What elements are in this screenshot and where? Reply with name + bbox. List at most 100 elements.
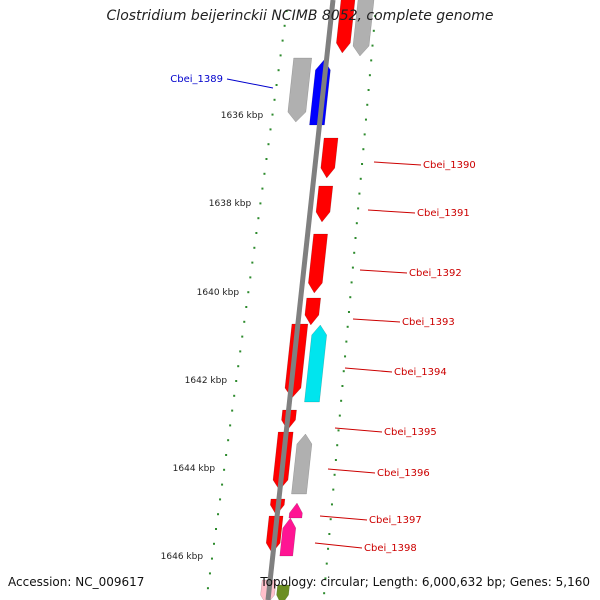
inner-tick	[259, 202, 262, 205]
feature-cbei-1398-b	[279, 517, 297, 557]
label-leader-line	[344, 367, 393, 373]
inner-tick	[231, 409, 234, 412]
inner-tick	[206, 587, 209, 590]
label-leader-line	[359, 269, 408, 274]
inner-tick	[212, 542, 215, 545]
inner-tick	[245, 306, 248, 308]
outer-tick	[366, 103, 369, 106]
gene-labels: Cbei_1389 Cbei_1390 Cbei_1391 Cbei_1392 Cbei…	[170, 74, 475, 554]
inner-tick	[277, 69, 280, 72]
outer-tick	[362, 148, 365, 151]
inner-tick	[239, 350, 242, 353]
inner-tick	[281, 39, 284, 42]
gene-label-cbei-1394[interactable]: Cbei_1394	[394, 367, 447, 378]
kbp-label: 1640 kbp	[197, 288, 240, 298]
outer-tick	[354, 237, 357, 239]
outer-tick	[333, 473, 336, 476]
inner-tick	[215, 528, 218, 530]
outer-tick	[345, 340, 348, 343]
gene-label-cbei-1395[interactable]: Cbei_1395	[384, 427, 437, 438]
feature-cbei-1396-b	[291, 433, 313, 495]
gene-label-cbei-1391[interactable]: Cbei_1391	[417, 208, 470, 219]
outer-tick	[363, 133, 366, 136]
map-title: Clostridium beijerinckii NCIMB 8052, com…	[106, 8, 494, 24]
outer-tick	[355, 222, 358, 225]
inner-tick	[257, 217, 260, 220]
inner-tick	[235, 380, 238, 382]
inner-tick	[255, 232, 258, 234]
inner-tick	[285, 10, 288, 12]
label-leader-line	[352, 318, 401, 323]
label-leader-line	[373, 161, 422, 166]
label-leader-line	[314, 542, 363, 549]
kbp-label: 1642 kbp	[185, 376, 228, 386]
outer-tick	[329, 518, 332, 521]
outer-tick	[327, 547, 330, 550]
inner-tick	[237, 365, 240, 368]
gene-label-cbei-1398[interactable]: Cbei_1398	[364, 543, 417, 554]
gene-label-cbei-1392[interactable]: Cbei_1392	[409, 268, 462, 279]
genome-backbone	[265, 0, 336, 600]
label-leader-line	[327, 468, 376, 474]
inner-tick	[253, 246, 256, 249]
feature-top-red	[336, 0, 356, 54]
feature-cbei-1397-b	[288, 502, 303, 519]
gene-label-cbei-1393[interactable]: Cbei_1393	[402, 317, 455, 328]
gene-label-cbei-1397[interactable]: Cbei_1397	[369, 515, 422, 526]
outer-tick	[351, 266, 354, 269]
topology-info: Topology: circular; Length: 6,000,632 bp…	[260, 575, 590, 589]
label-leader-line	[226, 78, 274, 89]
kbp-labels: 1636 kbp 1638 kbp 1640 kbp 1642 kbp 1644 kbp…	[161, 111, 264, 562]
feature-cbei-1392	[308, 233, 328, 294]
outer-tick	[367, 89, 370, 91]
outer-tick	[371, 44, 374, 47]
inner-tick	[208, 572, 211, 575]
feature-cbei-1390	[320, 137, 339, 179]
inner-tick	[243, 320, 246, 323]
inner-tick	[221, 483, 224, 486]
inner-tick	[217, 513, 220, 516]
inner-tick	[210, 557, 213, 560]
outer-tick	[330, 503, 333, 506]
outer-tick	[328, 533, 331, 535]
label-leader-line	[319, 515, 368, 521]
inner-tick	[275, 84, 278, 86]
outer-tick	[332, 488, 335, 491]
outer-tick	[347, 311, 350, 313]
gene-label-cbei-1390[interactable]: Cbei_1390	[423, 160, 476, 171]
inner-tick	[247, 291, 250, 294]
inner-tick	[267, 143, 270, 146]
kbp-label: 1644 kbp	[173, 464, 216, 474]
outer-tick	[350, 281, 353, 284]
inner-tick	[279, 54, 282, 57]
feature-cbei-1394-b	[304, 324, 327, 403]
outer-tick	[368, 74, 371, 77]
feature-cbei-1393	[304, 297, 321, 326]
inner-tick	[261, 187, 264, 190]
accession-text: Accession: NC_009617	[8, 575, 145, 589]
inner-tick	[219, 498, 222, 501]
outer-tick	[361, 163, 364, 165]
kbp-label: 1646 kbp	[161, 552, 204, 562]
feature-bottom-green	[276, 584, 290, 600]
outer-tick	[336, 444, 339, 447]
outer-tick	[374, 15, 377, 17]
outer-tick	[334, 459, 337, 461]
tick-marks	[206, 10, 377, 595]
gene-label-cbei-1389[interactable]: Cbei_1389	[170, 74, 223, 85]
feature-cbei-1391	[315, 185, 334, 223]
gene-features	[260, 0, 375, 600]
feature-top-gray	[352, 0, 375, 57]
gene-label-cbei-1396[interactable]: Cbei_1396	[377, 468, 430, 479]
kbp-label: 1636 kbp	[221, 111, 264, 121]
outer-tick	[372, 29, 375, 32]
inner-tick	[223, 468, 226, 471]
outer-tick	[346, 325, 349, 328]
inner-tick	[233, 394, 236, 397]
inner-tick	[249, 276, 252, 279]
inner-tick	[263, 172, 266, 175]
feature-gray-1389	[287, 57, 312, 123]
outer-tick	[344, 355, 347, 358]
inner-tick	[229, 424, 232, 427]
